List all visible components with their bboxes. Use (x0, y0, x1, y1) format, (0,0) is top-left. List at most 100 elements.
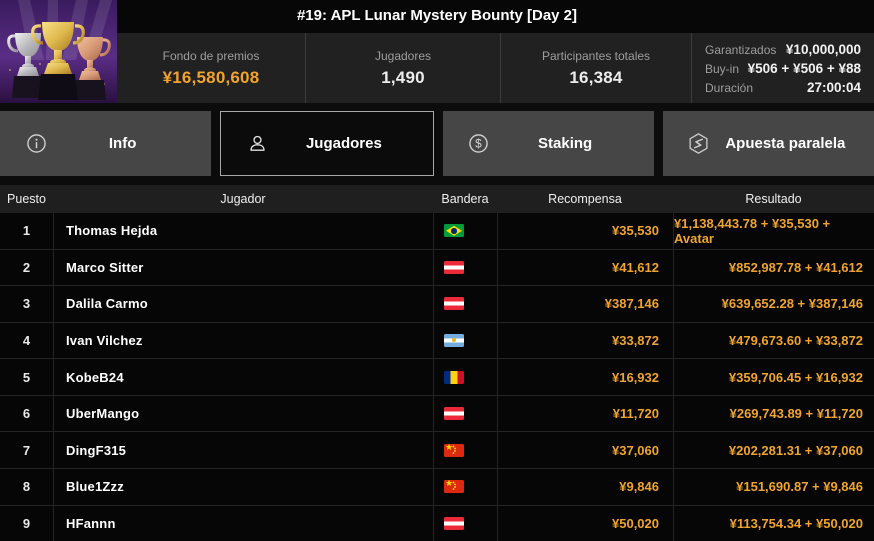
side-bet-icon (687, 132, 711, 156)
stat-players: Jugadores 1,490 (305, 33, 500, 103)
detail-label: Duración (705, 80, 754, 95)
table-row[interactable]: 8 Blue1Zzz ¥9,846 ¥151,690.87 + ¥9,846 (0, 468, 874, 506)
stat-prize-pool: Fondo de premios ¥16,580,608 (117, 33, 305, 103)
china-flag-icon (444, 443, 464, 457)
reward-value: ¥33,872 (497, 322, 673, 359)
table-row[interactable]: 1 Thomas Hejda ¥35,530 ¥1,138,443.78 + ¥… (0, 213, 874, 250)
flag-cell (433, 286, 497, 322)
player-name: DingF315 (53, 432, 433, 468)
trophies-image (0, 0, 117, 103)
tab-apuesta-paralela[interactable]: Apuesta paralela (662, 111, 874, 176)
table-header: Puesto Jugador Bandera Recompensa Result… (0, 185, 874, 213)
result-value: ¥151,690.87 + ¥9,846 (673, 468, 874, 505)
argentina-flag-icon (444, 333, 464, 347)
player-name: Dalila Carmo (53, 286, 433, 322)
tournament-details: Garantizados ¥10,000,000 Buy-in ¥506 + ¥… (691, 33, 874, 103)
reward-value: ¥9,846 (497, 468, 673, 505)
result-value: ¥269,743.89 + ¥11,720 (673, 395, 874, 432)
detail-value: ¥10,000,000 (785, 41, 861, 57)
player-name: HFannn (53, 505, 433, 541)
result-value: ¥639,652.28 + ¥387,146 (673, 286, 874, 322)
result-value: ¥113,754.34 + ¥50,020 (673, 505, 874, 541)
rank-cell: 7 (22, 442, 31, 458)
tab-staking[interactable]: $ Staking (442, 111, 654, 176)
table-row[interactable]: 5 KobeB24 ¥16,932 ¥359,706.45 + ¥16,932 (0, 359, 874, 396)
info-icon (24, 132, 48, 156)
austria-flag-icon (444, 297, 464, 311)
stats-strip: Fondo de premios ¥16,580,608 Jugadores 1… (117, 33, 874, 103)
players-icon (245, 132, 269, 156)
stat-label: Jugadores (374, 48, 432, 63)
tab-label: Jugadores (305, 135, 382, 152)
player-name: Marco Sitter (53, 249, 433, 286)
column-header-recompensa: Recompensa (548, 192, 622, 206)
tab-label: Staking (538, 135, 593, 152)
rank-cell: 9 (22, 515, 31, 531)
romania-flag-icon (444, 370, 464, 384)
stat-total-entrants: Participantes totales 16,384 (500, 33, 691, 103)
rank-cell: 3 (22, 296, 31, 312)
column-header-bandera: Bandera (441, 192, 489, 206)
brazil-flag-icon (444, 224, 464, 238)
stat-label: Participantes totales (541, 48, 651, 63)
tab-bar: Info Jugadores $ Staking Apuesta paralel… (0, 111, 874, 176)
table-row[interactable]: 2 Marco Sitter ¥41,612 ¥852,987.78 + ¥41… (0, 249, 874, 287)
result-value: ¥479,673.60 + ¥33,872 (673, 322, 874, 359)
rank-cell: 6 (22, 406, 31, 422)
column-header-resultado: Resultado (745, 192, 802, 206)
rank-cell: 4 (22, 332, 31, 348)
player-name: Thomas Hejda (53, 213, 433, 249)
austria-flag-icon (444, 260, 464, 274)
detail-guaranteed: Garantizados ¥10,000,000 (705, 42, 861, 57)
stat-value: 1,490 (381, 67, 425, 87)
player-name: UberMango (53, 395, 433, 432)
flag-cell (433, 213, 497, 249)
result-value: ¥852,987.78 + ¥41,612 (673, 249, 874, 286)
flag-cell (433, 468, 497, 505)
detail-label: Buy-in (705, 61, 740, 76)
rank-cell: 8 (22, 479, 31, 495)
austria-flag-icon (444, 407, 464, 421)
reward-value: ¥11,720 (497, 395, 673, 432)
stat-label: Fondo de premios (162, 48, 260, 63)
title-bar: #19: APL Lunar Mystery Bounty [Day 2] (0, 0, 874, 33)
result-value: ¥359,706.45 + ¥16,932 (673, 359, 874, 395)
flag-cell (433, 395, 497, 432)
tab-label: Info (108, 135, 137, 152)
reward-value: ¥16,932 (497, 359, 673, 395)
detail-label: Garantizados (705, 42, 777, 57)
table-row[interactable]: 6 UberMango ¥11,720 ¥269,743.89 + ¥11,72… (0, 395, 874, 433)
reward-value: ¥35,530 (497, 213, 673, 249)
player-name: KobeB24 (53, 359, 433, 395)
table-row[interactable]: 3 Dalila Carmo ¥387,146 ¥639,652.28 + ¥3… (0, 286, 874, 323)
column-header-jugador: Jugador (220, 192, 266, 206)
detail-value: 27:00:04 (806, 79, 861, 95)
tab-info[interactable]: Info (0, 111, 212, 176)
rank-cell: 5 (22, 369, 31, 385)
rank-cell: 1 (22, 223, 31, 239)
player-name: Ivan Vilchez (53, 322, 433, 359)
reward-value: ¥50,020 (497, 505, 673, 541)
svg-text:$: $ (475, 139, 482, 151)
detail-value: ¥506 + ¥506 + ¥88 (747, 60, 861, 76)
rank-cell: 2 (22, 259, 31, 275)
flag-cell (433, 359, 497, 395)
flag-cell (433, 432, 497, 468)
tournament-title: #19: APL Lunar Mystery Bounty [Day 2] (296, 7, 578, 24)
detail-buyin: Buy-in ¥506 + ¥506 + ¥88 (705, 61, 861, 76)
result-value: ¥202,281.31 + ¥37,060 (673, 432, 874, 468)
table-row[interactable]: 7 DingF315 ¥37,060 ¥202,281.31 + ¥37,060 (0, 432, 874, 469)
table-row[interactable]: 9 HFannn ¥50,020 ¥113,754.34 + ¥50,020 (0, 505, 874, 541)
flag-cell (433, 505, 497, 541)
flag-cell (433, 249, 497, 286)
stat-value: ¥16,580,608 (162, 67, 260, 87)
tab-jugadores[interactable]: Jugadores (220, 111, 434, 176)
staking-icon: $ (467, 132, 491, 156)
table-row[interactable]: 4 Ivan Vilchez ¥33,872 ¥479,673.60 + ¥33… (0, 322, 874, 360)
tab-label: Apuesta paralela (725, 135, 846, 152)
austria-flag-icon (444, 516, 464, 530)
column-header-puesto: Puesto (7, 192, 46, 206)
flag-cell (433, 322, 497, 359)
table-body: 1 Thomas Hejda ¥35,530 ¥1,138,443.78 + ¥… (0, 213, 874, 541)
